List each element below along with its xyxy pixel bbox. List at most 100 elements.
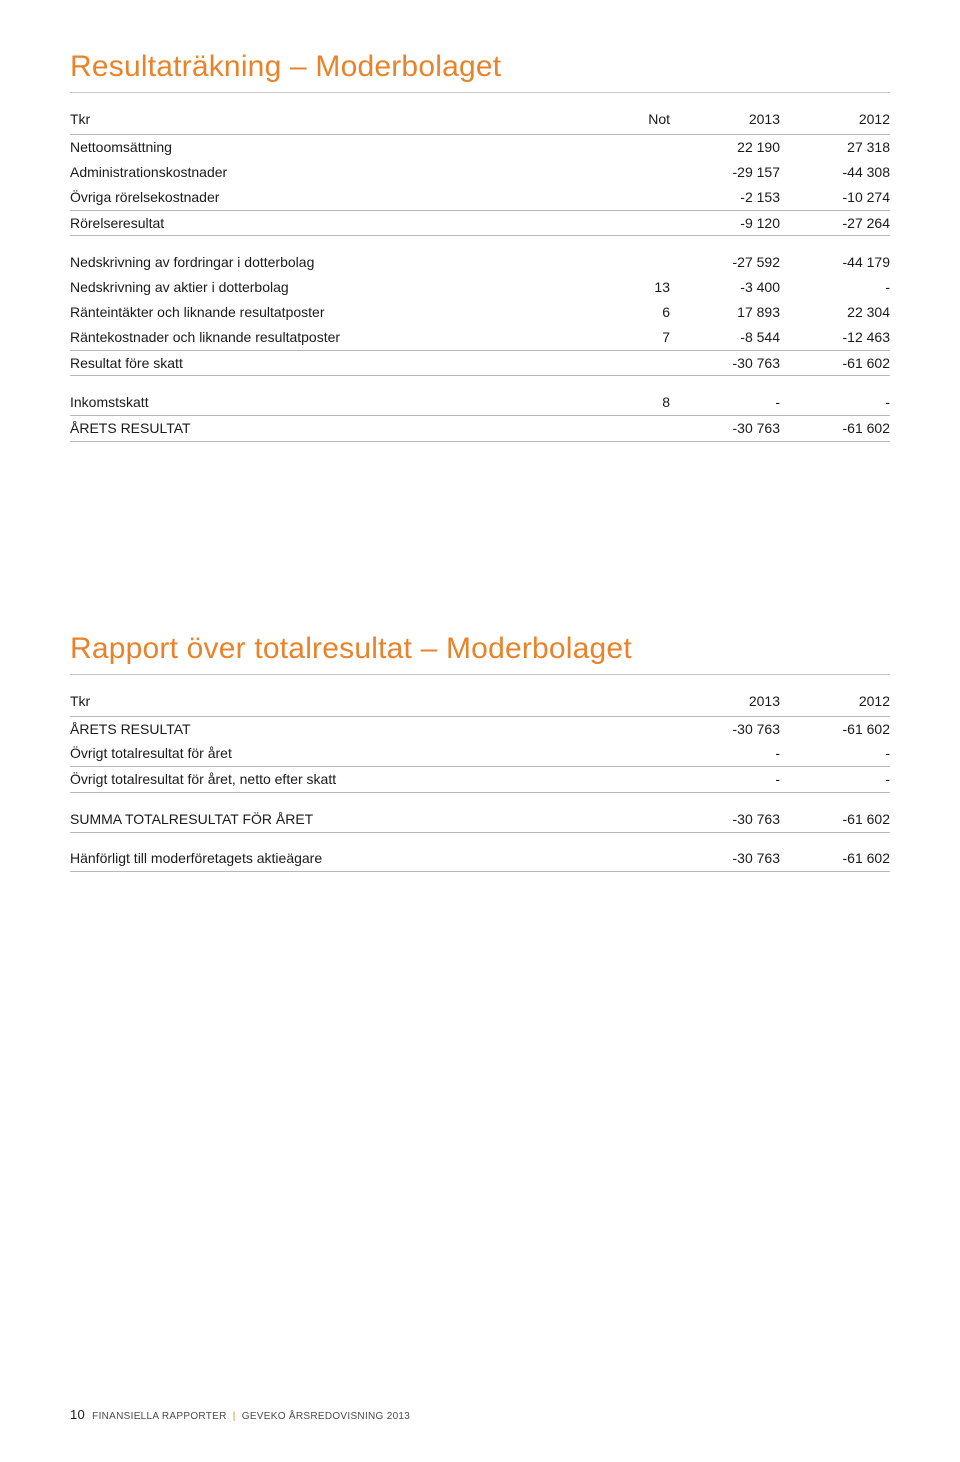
- page-number: 10: [70, 1407, 85, 1422]
- cell-not: [610, 350, 670, 376]
- cell-y2: -61 602: [780, 807, 890, 832]
- table-row: Nedskrivning av aktier i dotterbolag 13 …: [70, 275, 890, 300]
- cell-label: Nedskrivning av fordringar i dotterbolag: [70, 250, 610, 275]
- section1-title: Resultaträkning – Moderbolaget: [70, 50, 890, 84]
- cell-not: 6: [610, 300, 670, 325]
- cell-y2: -61 602: [780, 716, 890, 741]
- section2-title: Rapport över totalresultat – Moderbolage…: [70, 632, 890, 666]
- cell-y1: -30 763: [670, 807, 780, 832]
- cell-y1: -27 592: [670, 250, 780, 275]
- cell-not: [610, 185, 670, 210]
- cell-y1: -3 400: [670, 275, 780, 300]
- cell-label: Ränteintäkter och liknande resultatposte…: [70, 300, 610, 325]
- section2-wrapper: Rapport över totalresultat – Moderbolage…: [70, 632, 890, 872]
- spacer-row: [70, 376, 890, 390]
- cell-label: Inkomstskatt: [70, 390, 610, 415]
- cell-y1: 22 190: [670, 134, 780, 159]
- cell-y1: -9 120: [670, 210, 780, 236]
- cell-label: Övrigt totalresultat för året, netto eft…: [70, 767, 670, 793]
- cell-y2: -: [780, 741, 890, 766]
- table-row: Inkomstskatt 8 - -: [70, 390, 890, 415]
- page-footer: 10 FINANSIELLA RAPPORTER | GEVEKO ÅRSRED…: [70, 1407, 410, 1422]
- cell-not: [610, 160, 670, 185]
- cell-label: Administrationskostnader: [70, 160, 610, 185]
- section2-rule: [70, 674, 890, 675]
- cell-y2: -: [780, 767, 890, 793]
- table-header-row: Tkr Not 2013 2012: [70, 107, 890, 134]
- footer-part1: FINANSIELLA RAPPORTER: [92, 1411, 227, 1422]
- cell-y1: -2 153: [670, 185, 780, 210]
- table-row: Ränteintäkter och liknande resultatposte…: [70, 300, 890, 325]
- spacer-row: [70, 793, 890, 807]
- cell-y2: -10 274: [780, 185, 890, 210]
- income-statement-table: Tkr Not 2013 2012 Nettoomsättning 22 190…: [70, 107, 890, 442]
- cell-y2: -27 264: [780, 210, 890, 236]
- table-row: Räntekostnader och liknande resultatpost…: [70, 325, 890, 350]
- table-row: ÅRETS RESULTAT -30 763 -61 602: [70, 716, 890, 741]
- cell-y1: -: [670, 390, 780, 415]
- cell-y2: -: [780, 390, 890, 415]
- total-row: ÅRETS RESULTAT -30 763 -61 602: [70, 415, 890, 441]
- col-label: Tkr: [70, 107, 610, 134]
- cell-not: 7: [610, 325, 670, 350]
- page: Resultaträkning – Moderbolaget Tkr Not 2…: [0, 0, 960, 1462]
- cell-label: ÅRETS RESULTAT: [70, 415, 610, 441]
- cell-label: Nettoomsättning: [70, 134, 610, 159]
- cell-label: SUMMA TOTALRESULTAT FÖR ÅRET: [70, 807, 670, 832]
- cell-y2: -44 308: [780, 160, 890, 185]
- cell-y1: -: [670, 767, 780, 793]
- cell-y2: -61 602: [780, 846, 890, 871]
- spacer-row: [70, 236, 890, 250]
- cell-y1: -30 763: [670, 716, 780, 741]
- attribution-row: Hänförligt till moderföretagets aktieäga…: [70, 846, 890, 871]
- cell-y1: -: [670, 741, 780, 766]
- table-row: Nettoomsättning 22 190 27 318: [70, 134, 890, 159]
- subtotal-row: Resultat före skatt -30 763 -61 602: [70, 350, 890, 376]
- cell-y2: -61 602: [780, 350, 890, 376]
- col-year2: 2012: [780, 107, 890, 134]
- subtotal-row: Rörelseresultat -9 120 -27 264: [70, 210, 890, 236]
- cell-y1: 17 893: [670, 300, 780, 325]
- cell-label: Nedskrivning av aktier i dotterbolag: [70, 275, 610, 300]
- cell-y2: -12 463: [780, 325, 890, 350]
- cell-label: Övrigt totalresultat för året: [70, 741, 670, 766]
- cell-label: ÅRETS RESULTAT: [70, 716, 670, 741]
- cell-not: 8: [610, 390, 670, 415]
- cell-y1: -29 157: [670, 160, 780, 185]
- table-header-row: Tkr 2013 2012: [70, 689, 890, 716]
- footer-separator: |: [233, 1411, 236, 1422]
- cell-label: Hänförligt till moderföretagets aktieäga…: [70, 846, 670, 871]
- cell-y2: 27 318: [780, 134, 890, 159]
- cell-y2: 22 304: [780, 300, 890, 325]
- table-row: Administrationskostnader -29 157 -44 308: [70, 160, 890, 185]
- cell-not: 13: [610, 275, 670, 300]
- cell-label: Övriga rörelsekostnader: [70, 185, 610, 210]
- col-year1: 2013: [670, 689, 780, 716]
- total-row: SUMMA TOTALRESULTAT FÖR ÅRET -30 763 -61…: [70, 807, 890, 832]
- footer-part2: GEVEKO ÅRSREDOVISNING 2013: [242, 1411, 410, 1422]
- cell-y1: -30 763: [670, 350, 780, 376]
- col-year1: 2013: [670, 107, 780, 134]
- cell-y2: -61 602: [780, 415, 890, 441]
- subtotal-row: Övrigt totalresultat för året, netto eft…: [70, 767, 890, 793]
- cell-y1: -8 544: [670, 325, 780, 350]
- table-row: Övrigt totalresultat för året - -: [70, 741, 890, 766]
- cell-not: [610, 134, 670, 159]
- table-row: Övriga rörelsekostnader -2 153 -10 274: [70, 185, 890, 210]
- section1-rule: [70, 92, 890, 93]
- cell-y2: -44 179: [780, 250, 890, 275]
- spacer-row: [70, 832, 890, 846]
- cell-y1: -30 763: [670, 415, 780, 441]
- comprehensive-income-table: Tkr 2013 2012 ÅRETS RESULTAT -30 763 -61…: [70, 689, 890, 872]
- cell-label: Rörelseresultat: [70, 210, 610, 236]
- cell-label: Resultat före skatt: [70, 350, 610, 376]
- cell-not: [610, 415, 670, 441]
- col-label: Tkr: [70, 689, 670, 716]
- cell-y1: -30 763: [670, 846, 780, 871]
- cell-not: [610, 250, 670, 275]
- table-row: Nedskrivning av fordringar i dotterbolag…: [70, 250, 890, 275]
- col-not: Not: [610, 107, 670, 134]
- col-year2: 2012: [780, 689, 890, 716]
- cell-label: Räntekostnader och liknande resultatpost…: [70, 325, 610, 350]
- cell-y2: -: [780, 275, 890, 300]
